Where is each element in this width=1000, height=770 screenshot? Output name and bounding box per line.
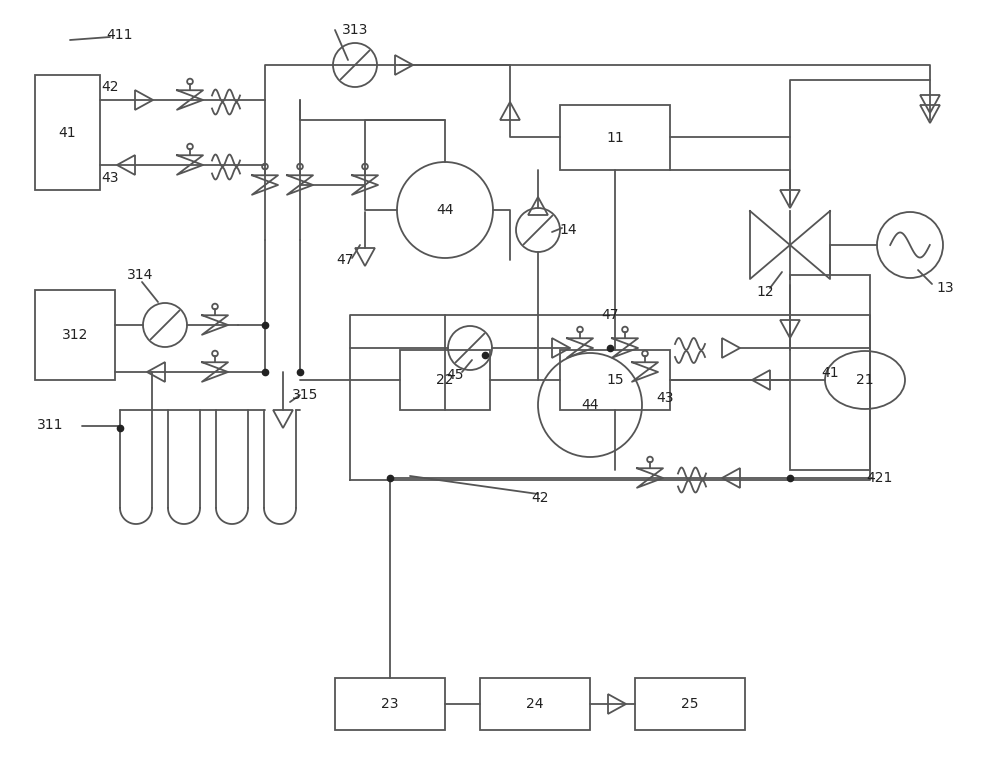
- Text: 315: 315: [292, 388, 318, 402]
- Text: 411: 411: [107, 28, 133, 42]
- Text: 45: 45: [446, 368, 464, 382]
- Text: 14: 14: [559, 223, 577, 237]
- Text: 21: 21: [856, 373, 874, 387]
- Text: 24: 24: [526, 697, 544, 711]
- Text: 42: 42: [531, 491, 549, 505]
- Bar: [335, 678, 445, 730]
- Text: 44: 44: [581, 398, 599, 412]
- Bar: [560, 105, 670, 170]
- Text: 12: 12: [756, 285, 774, 299]
- Text: 312: 312: [62, 328, 88, 342]
- Bar: [400, 350, 490, 410]
- Bar: [480, 678, 590, 730]
- Text: 43: 43: [101, 171, 119, 185]
- Text: 41: 41: [821, 366, 839, 380]
- Text: 47: 47: [601, 308, 619, 322]
- Text: 25: 25: [681, 697, 699, 711]
- Text: 313: 313: [342, 23, 368, 37]
- Text: 44: 44: [436, 203, 454, 217]
- Text: 13: 13: [936, 281, 954, 295]
- Text: 42: 42: [101, 80, 119, 94]
- Bar: [635, 678, 745, 730]
- Text: 15: 15: [606, 373, 624, 387]
- Bar: [35, 75, 100, 190]
- Text: 314: 314: [127, 268, 153, 282]
- Text: 22: 22: [436, 373, 454, 387]
- Text: 43: 43: [656, 391, 674, 405]
- Text: 23: 23: [381, 697, 399, 711]
- Text: 41: 41: [59, 126, 76, 139]
- Text: 11: 11: [606, 130, 624, 145]
- Bar: [560, 350, 670, 410]
- Text: 421: 421: [867, 471, 893, 485]
- Text: 311: 311: [37, 418, 63, 432]
- Bar: [790, 275, 870, 470]
- Bar: [35, 290, 115, 380]
- Text: 47: 47: [336, 253, 354, 267]
